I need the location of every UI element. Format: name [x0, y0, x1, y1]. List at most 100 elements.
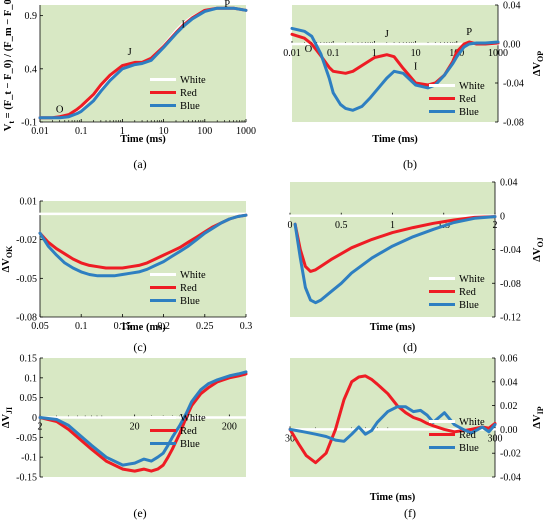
- x-tick-label: 20: [130, 422, 140, 433]
- legend-label-white: White: [180, 270, 206, 281]
- legend-label-blue: Blue: [459, 300, 479, 311]
- chart-f: 30 300 -0.04 -0.02 0.00 0.02 0.04 0.06 White Red B…: [285, 354, 545, 521]
- x-tick-label: 1000: [488, 48, 508, 59]
- legend-label-blue: Blue: [459, 107, 479, 118]
- series-line-blue: [290, 26, 500, 112]
- series-line-red: [290, 32, 500, 87]
- legend-label-red: Red: [459, 94, 477, 105]
- y-tick-label: -0.02: [16, 235, 37, 246]
- x-axis-title: Time (ms): [120, 322, 166, 333]
- y-tick-label: 0.4: [25, 64, 38, 75]
- x-tick-label: 0.1: [75, 321, 88, 332]
- legend-label-white: White: [180, 75, 206, 86]
- x-tick-label: 1: [390, 220, 395, 231]
- legend-label-blue: Blue: [459, 443, 479, 454]
- y-tick-label: 0.00: [503, 40, 521, 51]
- x-tick-label: 0: [288, 220, 293, 231]
- x-tick-label: 30: [285, 433, 295, 444]
- y-tick-label: -0.05: [16, 274, 37, 285]
- y-tick-label: 0.01: [20, 197, 38, 208]
- y-tick-label: 0.15: [20, 354, 38, 365]
- series-line-blue: [293, 215, 497, 305]
- phase-label: I: [414, 61, 418, 72]
- legend-label-white: White: [180, 413, 206, 424]
- legend-label-red: Red: [180, 426, 198, 437]
- legend-label-white: White: [459, 274, 485, 285]
- x-tick-label: 2: [38, 422, 43, 433]
- legend-label-red: Red: [180, 283, 198, 294]
- x-tick-label: 200: [222, 422, 237, 433]
- chart-c: 0.05 0.1 0.15 0.2 0.25 0.3 -0.08 -0.05 -0.02 0.01…: [1, 197, 252, 355]
- y-tick-label: 0.1: [25, 373, 38, 384]
- y-tick-label: -0.02: [500, 449, 521, 460]
- y-tick-label: -0.12: [500, 313, 521, 324]
- y-tick-label: -0.04: [500, 473, 521, 484]
- chart-a: 0.01 0.1 1 10 100 1000 -0.1 0.4 0.9 O J I P White Red B…: [3, 0, 256, 171]
- x-tick-label: 0.5: [335, 220, 348, 231]
- y-tick-label: 0.04: [500, 377, 518, 388]
- y-axis-title: ΔVOJ: [532, 237, 545, 261]
- series-line-red: [288, 374, 497, 465]
- panel-caption: (a): [133, 157, 146, 171]
- y-tick-label: -0.08: [500, 279, 521, 290]
- x-axis-title: Time (ms): [372, 134, 418, 145]
- x-tick-label: 10: [411, 48, 421, 59]
- plot-area: [290, 182, 495, 317]
- y-tick-label: 0.04: [503, 1, 521, 12]
- panel-caption: (f): [404, 506, 416, 520]
- x-tick-label: 0.05: [31, 321, 49, 332]
- y-tick-label: -0.05: [16, 433, 37, 444]
- y-tick-label: -0.08: [503, 118, 524, 129]
- y-tick-label: 0: [500, 211, 505, 222]
- x-tick-label: 0.25: [196, 321, 214, 332]
- phase-label: J: [385, 29, 389, 40]
- y-tick-label: 0.05: [20, 393, 38, 404]
- y-tick-label: 0.02: [500, 401, 518, 412]
- x-tick-label: 1: [120, 126, 125, 137]
- x-tick-label: 0.3: [240, 321, 253, 332]
- y-tick-label: -0.04: [500, 245, 521, 256]
- series-line-red: [38, 372, 248, 473]
- x-tick-label: 0.01: [283, 48, 301, 59]
- chart-b: 0.01 0.1 1 10 100 1000-0.08-0.040.000.04OJIPW…: [283, 1, 545, 172]
- legend-label-white: White: [459, 417, 485, 428]
- panel-caption: (c): [133, 340, 146, 354]
- legend-label-white: White: [459, 81, 485, 92]
- phase-label: I: [182, 19, 186, 30]
- chart-d: 0 0.5 1 1.5 2-0.12-0.08-0.0400.04WhiteRedBlu…: [288, 178, 546, 355]
- x-axis-title: Time (ms): [370, 322, 416, 333]
- x-tick-label: 2: [493, 220, 498, 231]
- legend-label-blue: Blue: [180, 101, 200, 112]
- x-axis-title: Time (ms): [370, 492, 416, 503]
- x-tick-label: 0.1: [75, 126, 88, 137]
- legend-label-red: Red: [459, 287, 477, 298]
- chart-e: 2 20 200 -0.15 -0.1 -0.05 0 0.05 0.1 0.15 White Red…: [1, 354, 248, 520]
- y-tick-label: 0.06: [500, 354, 518, 365]
- panel-caption: (b): [403, 157, 417, 171]
- legend-label-red: Red: [180, 88, 198, 99]
- legend-label-blue: Blue: [180, 439, 200, 450]
- x-tick-label: 100: [197, 126, 212, 137]
- y-tick-label: 0.04: [500, 178, 518, 189]
- phase-label: J: [128, 47, 132, 58]
- x-tick-label: 0.15: [114, 321, 132, 332]
- panel-caption: (e): [133, 506, 146, 520]
- phase-label: P: [224, 0, 230, 10]
- y-tick-label: -0.1: [21, 453, 37, 464]
- y-axis-title: ΔVOK: [1, 245, 14, 272]
- y-axis-title: Vt = (F_t − F_0) / (F_m − F_0): [3, 0, 16, 131]
- y-tick-label: -0.15: [16, 473, 37, 484]
- phase-label: P: [466, 27, 472, 38]
- x-tick-label: 1: [372, 48, 377, 59]
- series-line-blue: [38, 6, 248, 120]
- series-line-blue: [38, 370, 248, 467]
- x-tick-label: 0.01: [31, 126, 49, 137]
- y-tick-label: -0.1: [21, 118, 37, 129]
- x-tick-label: 300: [488, 433, 503, 444]
- phase-label: O: [56, 104, 64, 115]
- x-tick-label: 10: [159, 126, 169, 137]
- series-line-blue: [38, 213, 248, 278]
- y-tick-label: -0.08: [16, 313, 37, 324]
- x-axis-title: Time (ms): [120, 134, 166, 145]
